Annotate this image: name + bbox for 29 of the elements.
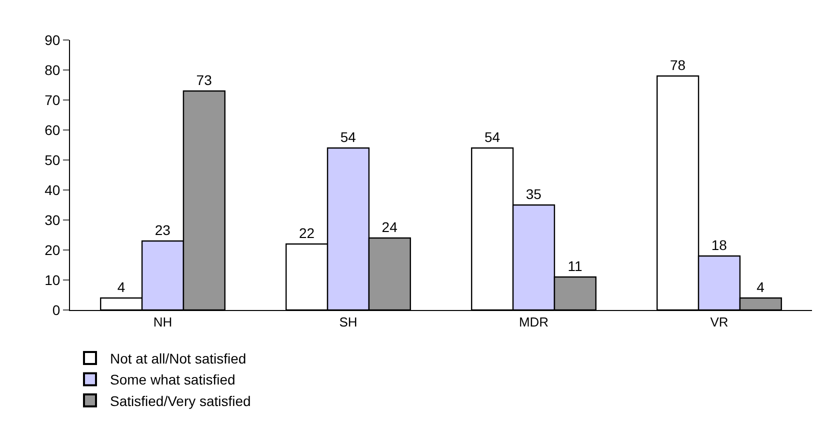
data-label: 4 <box>756 279 765 295</box>
data-label: 24 <box>382 219 398 235</box>
data-label: 78 <box>670 57 686 73</box>
x-tick-label: VR <box>710 314 728 330</box>
data-label: 54 <box>484 129 500 145</box>
y-tick-label: 40 <box>44 182 60 198</box>
x-tick-label: MDR <box>518 314 549 330</box>
legend-label: Some what satisfied <box>110 372 236 388</box>
y-tick-label: 60 <box>44 122 60 138</box>
x-tick-label: SH <box>339 314 358 330</box>
y-tick-label: 50 <box>44 152 60 168</box>
y-tick-label: 70 <box>44 92 60 108</box>
data-label: 35 <box>526 186 542 202</box>
data-label: 11 <box>568 258 583 274</box>
data-label: 54 <box>340 129 356 145</box>
legend-label: Not at all/Not satisfied <box>110 350 246 366</box>
data-label: 22 <box>298 225 315 241</box>
x-tick-label: NH <box>153 314 172 330</box>
data-label: 18 <box>711 237 728 253</box>
y-tick-label: 20 <box>44 242 60 258</box>
y-tick-label: 0 <box>52 302 60 318</box>
legend-label: Satisfied/Very satisfied <box>110 392 251 409</box>
data-label: 73 <box>196 72 212 88</box>
data-label: 23 <box>154 222 171 238</box>
data-label: 4 <box>117 279 126 295</box>
y-tick-label: 80 <box>44 62 60 78</box>
y-tick-label: 90 <box>44 32 60 48</box>
y-tick-label: 10 <box>44 272 60 288</box>
y-tick-label: 30 <box>44 212 60 228</box>
